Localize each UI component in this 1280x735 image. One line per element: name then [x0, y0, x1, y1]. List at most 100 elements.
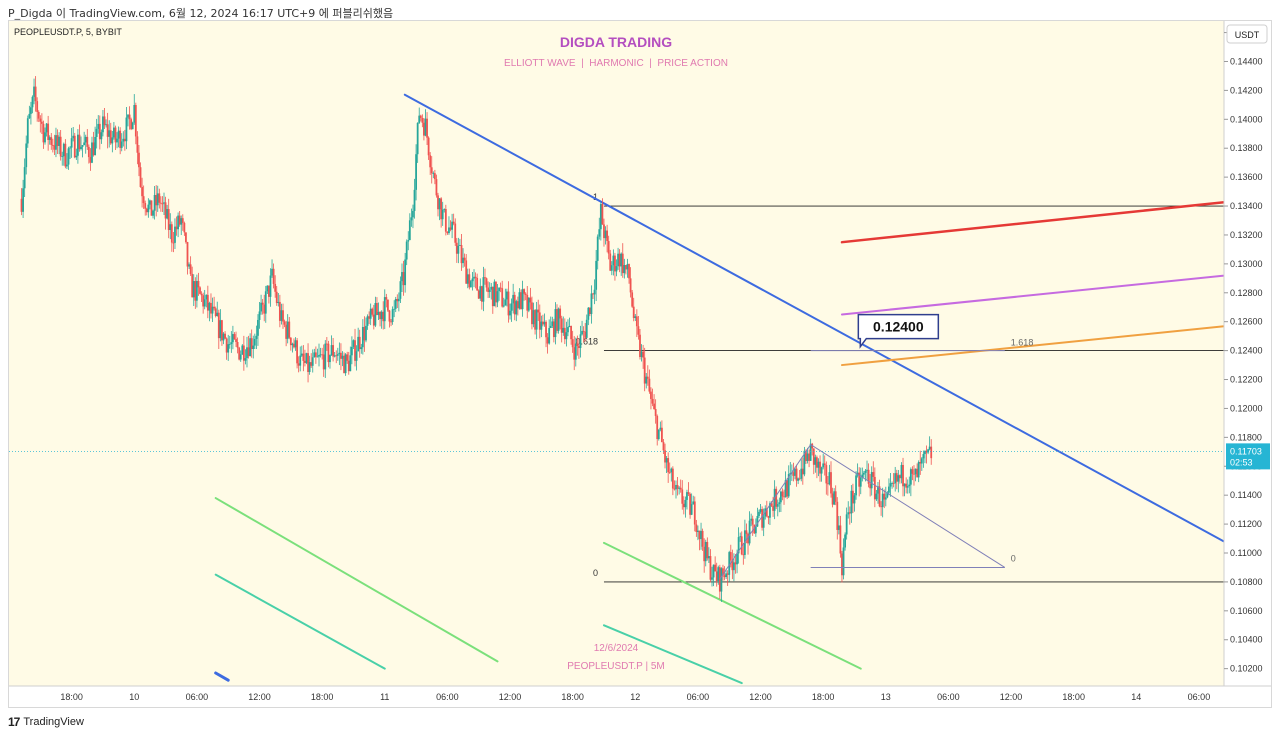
candle-body [560, 318, 563, 333]
candle-body [36, 101, 39, 113]
candle-body [656, 415, 659, 440]
candle-body [714, 564, 717, 572]
candle-body [316, 356, 319, 358]
candle-body [427, 137, 430, 156]
candle-body [490, 286, 493, 290]
candle-body [311, 357, 314, 366]
trendlines[interactable] [214, 93, 1280, 685]
candle-body [365, 325, 367, 341]
candle-body [109, 130, 112, 144]
candle-body [754, 526, 757, 534]
candle-body [203, 299, 206, 307]
candle-body [247, 347, 250, 357]
candle-body [629, 278, 632, 293]
candle-body [686, 492, 688, 500]
candle-body [576, 343, 579, 347]
candle-body [73, 135, 76, 158]
candle-body [728, 552, 731, 575]
candle-body [585, 319, 588, 338]
candle-body [97, 123, 100, 129]
candle-body [809, 443, 812, 461]
candle-body [357, 336, 360, 352]
candle-body [841, 553, 843, 576]
candle-body [465, 260, 468, 284]
candle-body [175, 226, 178, 230]
candle-body [172, 242, 175, 244]
candle-body [709, 556, 712, 580]
candle-body [692, 501, 695, 505]
candle-body [358, 336, 361, 350]
candle-body [565, 332, 568, 340]
candle-body [635, 316, 638, 327]
callout-box [857, 313, 940, 349]
candle-body [263, 304, 266, 314]
candle-body [631, 292, 634, 307]
candle-body [826, 483, 829, 485]
candle-body [314, 352, 317, 357]
candle-body [191, 273, 194, 298]
candle-body [573, 347, 576, 360]
candle-body [759, 509, 762, 512]
candle-body [897, 475, 900, 482]
candle-body [293, 343, 295, 348]
candle-body [58, 136, 61, 146]
candle-body [139, 167, 142, 188]
candle-body [543, 321, 546, 325]
candle-body [211, 306, 214, 314]
candle-body [592, 293, 594, 295]
price-tick-label: 0.13200 [1230, 230, 1263, 240]
candle-body [877, 486, 879, 494]
candle-body [762, 516, 765, 528]
candle-body [722, 568, 724, 576]
candle-body [338, 352, 341, 355]
symbol-label: PEOPLEUSDT.P, 5, BYBIT [14, 27, 122, 37]
candle-body [805, 450, 807, 461]
candle-body [603, 224, 605, 239]
candle-body [729, 552, 732, 561]
candle-body [23, 167, 26, 189]
candle-body [192, 281, 195, 298]
time-tick-label: 13 [881, 692, 891, 702]
candle-body [67, 148, 70, 165]
candle-body [117, 130, 120, 139]
trendline-main-downtrend [403, 93, 1224, 543]
candle-body [753, 524, 756, 534]
candle-body [138, 152, 140, 168]
candle-body [590, 293, 593, 315]
candle-body [156, 193, 159, 206]
candle-body [482, 277, 485, 302]
candle-body [800, 468, 803, 479]
candle-body [249, 338, 252, 357]
candle-body [780, 491, 782, 503]
candle-body [675, 484, 677, 490]
candle-body [313, 352, 316, 358]
candle-body [64, 143, 67, 167]
candle-body [717, 567, 720, 582]
candle-body [366, 316, 369, 326]
candle-body [487, 287, 490, 293]
candle-body [654, 408, 657, 416]
candle-body [236, 342, 239, 348]
candle-body [477, 290, 480, 299]
callout-text: 0.12400 [873, 319, 924, 335]
candle-body [808, 453, 810, 461]
candle-body [795, 468, 798, 481]
price-tick-label: 0.14400 [1230, 56, 1263, 66]
candle-body [330, 345, 333, 356]
candle-body [300, 353, 303, 356]
tradingview-logo[interactable]: 17 TradingView [8, 715, 84, 729]
price-callout[interactable]: 0.12400 [857, 313, 940, 349]
candle-body [62, 143, 65, 157]
candle-body [606, 230, 609, 242]
candle-body [526, 294, 529, 311]
candle-body [257, 319, 259, 336]
candle-body [387, 299, 389, 311]
candle-body [466, 274, 469, 284]
candle-body [643, 357, 646, 384]
candle-body [917, 462, 920, 478]
candle-body [797, 478, 800, 481]
candle-body [20, 198, 23, 212]
fib-extension[interactable]: 0 1.618 [719, 338, 1033, 580]
candle-body [469, 281, 472, 288]
